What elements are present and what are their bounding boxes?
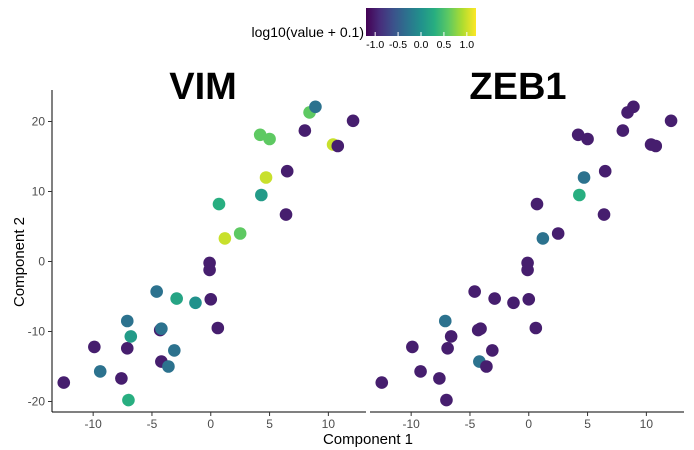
x-tick-label: -10 (84, 417, 102, 431)
panel-title-zeb1: ZEB1 (469, 66, 566, 108)
legend-ticks: -1.0 -0.5 0.0 0.5 1.0 (366, 32, 474, 51)
scatter-point (664, 114, 678, 128)
scatter-point (122, 393, 135, 407)
scatter-point (280, 164, 294, 178)
scatter-point (155, 322, 168, 336)
scatter-point (627, 100, 640, 114)
legend-tick-label: 1.0 (460, 39, 475, 51)
scatter-point (616, 124, 630, 137)
scatter-point (414, 365, 427, 378)
scatter-point (444, 330, 458, 343)
scatter-point (253, 128, 267, 142)
scatter-point (598, 164, 612, 178)
y-tick-label: -10 (28, 325, 46, 339)
scatter-point (522, 293, 536, 306)
scatter-point (263, 132, 276, 146)
scatter-point (120, 314, 134, 328)
scatter-point (551, 227, 565, 240)
scatter-point (204, 293, 218, 306)
scatter-point (212, 197, 226, 211)
scatter-point (529, 321, 543, 335)
x-tick-label: 5 (584, 417, 591, 431)
scatter-point (162, 360, 175, 373)
scatter-point (331, 139, 345, 153)
legend-colorbar (366, 8, 476, 36)
scatter-point (571, 128, 585, 142)
legend-title: log10(value + 0.1) (252, 24, 364, 40)
scatter-point (211, 321, 225, 335)
scatter-point (298, 124, 312, 137)
x-tick-label: -10 (402, 417, 420, 431)
scatter-point (597, 208, 611, 221)
x-tick-label: 0 (207, 417, 214, 431)
legend-tick-label: -1.0 (366, 39, 384, 51)
scatter-point (170, 292, 183, 305)
scatter-point (433, 372, 446, 385)
scatter-point (375, 376, 389, 389)
x-tick-label: -5 (465, 417, 476, 431)
scatter-point (441, 342, 454, 355)
scatter-point (218, 232, 232, 245)
scatter-panel-vim: -10 -5 0 5 10 -20 -10 0 10 20 (28, 90, 366, 431)
scatter-point (346, 114, 360, 128)
legend-tick-label: -0.5 (389, 39, 407, 51)
x-tick-label: 10 (322, 417, 336, 431)
scatter-point (486, 344, 499, 357)
scatter-point (93, 365, 107, 378)
scatter-point (536, 232, 550, 245)
scatter-point (120, 342, 134, 355)
color-legend: log10(value + 0.1) -1.0 -0.5 0.0 0.5 1.0 (252, 8, 476, 51)
scatter-point (150, 285, 163, 298)
scatter-point (88, 340, 101, 354)
scatter-point (521, 263, 534, 277)
scatter-point (233, 227, 247, 240)
scatter-point (124, 330, 138, 343)
scatter-point (577, 171, 591, 184)
scatter-point (203, 263, 216, 277)
y-tick-label: -20 (28, 395, 46, 409)
scatter-point (488, 292, 501, 305)
y-tick-label: 0 (38, 255, 45, 269)
scatter-point (507, 296, 520, 310)
x-tick-label: -5 (147, 417, 158, 431)
panel-title-vim: VIM (169, 66, 237, 108)
scatter-point (438, 314, 452, 328)
scatter-point (255, 188, 268, 202)
x-tick-label: 0 (525, 417, 532, 431)
scatter-point (480, 360, 493, 373)
y-axis-title: Component 2 (11, 217, 28, 307)
scatter-point (168, 344, 181, 357)
y-tick-label: 10 (32, 185, 46, 199)
scatter-panel-zeb1: -10 -5 0 5 10 (370, 100, 684, 431)
scatter-point (474, 322, 487, 336)
x-tick-label: 10 (640, 417, 654, 431)
legend-tick-label: 0.0 (414, 39, 429, 51)
scatter-point (468, 285, 481, 298)
y-tick-label: 20 (32, 115, 46, 129)
scatter-point (57, 376, 71, 389)
x-axis-title: Component 1 (323, 431, 413, 448)
scatter-point (440, 393, 453, 407)
scatter-point (115, 372, 128, 385)
scatter-point (309, 100, 322, 114)
scatter-point (530, 197, 544, 211)
scatter-point (406, 340, 419, 354)
scatter-point (259, 171, 273, 184)
scatter-point (649, 139, 663, 153)
scatter-point (581, 132, 594, 146)
scatter-point (573, 188, 586, 202)
scatter-point (189, 296, 202, 310)
x-tick-label: 5 (266, 417, 273, 431)
legend-tick-label: 0.5 (437, 39, 452, 51)
scatter-point (279, 208, 293, 221)
